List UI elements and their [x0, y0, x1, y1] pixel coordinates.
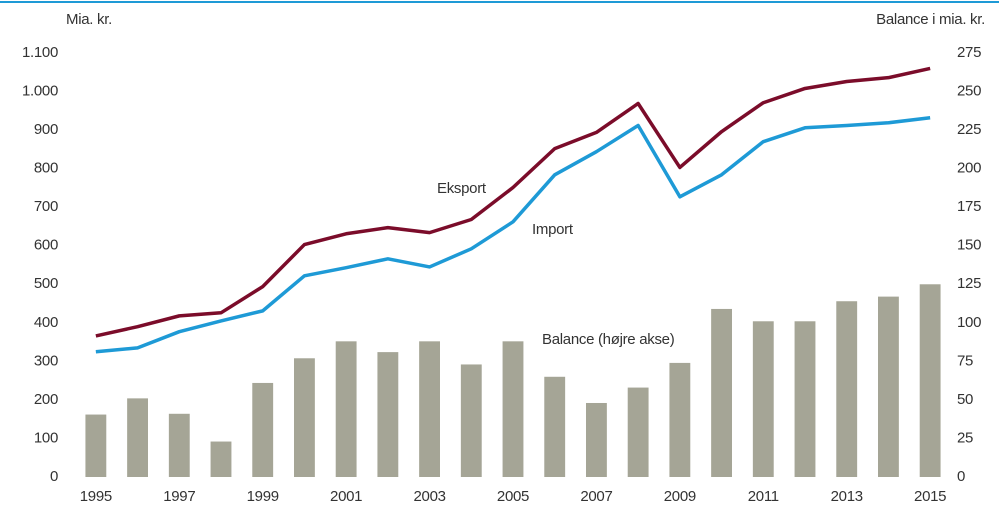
- x-tick-label: 2003: [413, 488, 445, 505]
- bar: [460, 364, 482, 477]
- bar: [127, 398, 148, 477]
- bar: [294, 358, 315, 477]
- annotation: Eksport: [437, 180, 487, 197]
- y2-tick-label: 250: [957, 83, 981, 100]
- y2-tick-label: 175: [957, 198, 981, 215]
- x-tick-label: 2015: [914, 488, 946, 505]
- y-tick-label: 700: [34, 198, 58, 215]
- y-tick-label: 800: [34, 160, 58, 177]
- bar: [419, 341, 440, 477]
- bar: [669, 362, 691, 477]
- bar: [586, 402, 607, 477]
- y-tick-label: 200: [34, 391, 58, 408]
- x-tick-label: 2005: [497, 488, 529, 505]
- y2-tick-label: 100: [957, 314, 981, 331]
- bar: [752, 321, 774, 477]
- x-tick-label: 2011: [748, 488, 779, 505]
- bar: [544, 376, 566, 477]
- y2-axis-label: Balance i mia. kr.: [876, 11, 985, 28]
- bar: [627, 387, 649, 477]
- y2-tick-label: 75: [957, 352, 973, 369]
- x-tick-label: 2009: [664, 488, 696, 505]
- x-tick-label: 1999: [247, 488, 279, 505]
- bar: [85, 414, 107, 477]
- x-tick-label: 2007: [580, 488, 612, 505]
- y-tick-label: 1.100: [22, 44, 58, 61]
- y2-tick-label: 150: [957, 237, 981, 254]
- bar: [878, 296, 899, 477]
- annotation: Import: [532, 221, 574, 238]
- y-tick-label: 900: [34, 121, 58, 138]
- y2-tick-label: 25: [957, 429, 973, 446]
- y-axis-label: Mia. kr.: [66, 11, 112, 28]
- x-tick-label: 2001: [330, 488, 362, 505]
- y2-tick-label: 50: [957, 391, 973, 408]
- annotation: Balance (højre akse): [542, 331, 675, 348]
- y2-tick-label: 225: [957, 121, 981, 138]
- x-tick-label: 1995: [80, 488, 112, 505]
- bar: [168, 413, 190, 477]
- y-tick-label: 600: [34, 237, 58, 254]
- y-tick-label: 1.000: [22, 83, 58, 100]
- y-tick-label: 0: [50, 468, 58, 485]
- bar: [210, 441, 232, 477]
- bar: [711, 308, 732, 477]
- y-tick-label: 500: [34, 275, 58, 292]
- y2-tick-label: 275: [957, 44, 981, 61]
- y2-tick-label: 200: [957, 160, 981, 177]
- y2-tick-label: 125: [957, 275, 981, 292]
- x-tick-label: 2013: [831, 488, 863, 505]
- y-tick-label: 300: [34, 352, 58, 369]
- bar: [836, 301, 858, 477]
- y2-tick-label: 0: [957, 468, 965, 485]
- bar: [335, 341, 357, 477]
- bar: [794, 321, 816, 477]
- bar: [502, 341, 524, 477]
- bar: [252, 382, 274, 477]
- y-tick-label: 400: [34, 314, 58, 331]
- line: [95, 66, 931, 338]
- x-tick-label: 1997: [163, 488, 195, 505]
- bar: [377, 352, 399, 477]
- bar: [919, 284, 941, 477]
- y-tick-label: 100: [34, 429, 58, 446]
- line: [95, 116, 931, 354]
